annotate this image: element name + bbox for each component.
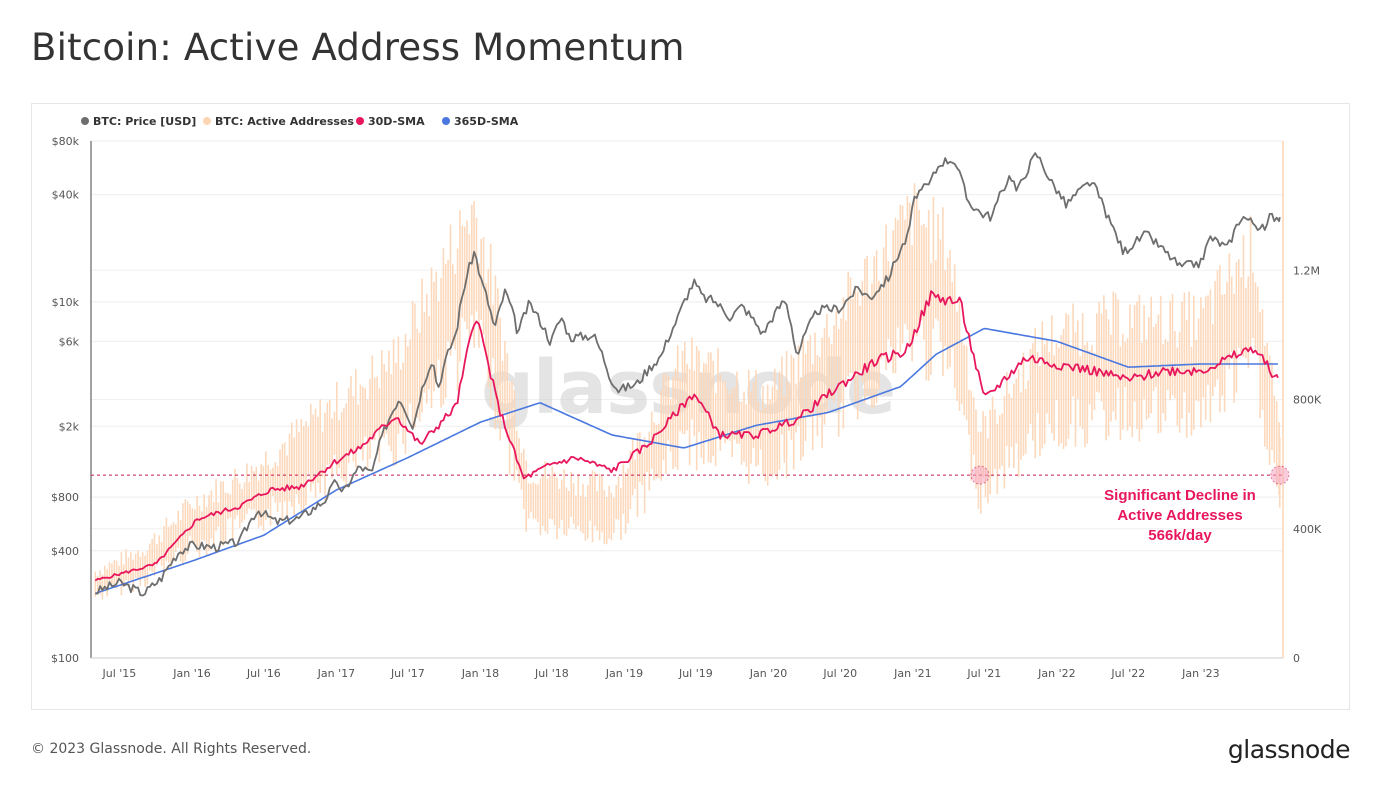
page-title: Bitcoin: Active Address Momentum <box>31 26 685 69</box>
annotation-line: Significant Decline in <box>1104 487 1256 504</box>
annotation-line: Active Addresses <box>1117 507 1242 524</box>
x-tick-label: Jan '16 <box>172 667 210 680</box>
x-tick-label: Jan '22 <box>1037 667 1075 680</box>
legend-item: 30D-SMA <box>368 115 425 128</box>
series-30d-sma <box>94 290 1279 582</box>
x-tick-label: Jan '18 <box>461 667 499 680</box>
y-right-tick-label: 1.2M <box>1293 264 1320 277</box>
copyright-footer: © 2023 Glassnode. All Rights Reserved. <box>31 741 312 757</box>
y-right-tick-label: 0 <box>1293 652 1300 665</box>
x-tick-label: Jan '23 <box>1181 667 1219 680</box>
x-tick-label: Jul '16 <box>246 667 281 680</box>
x-tick-label: Jul '22 <box>1110 667 1145 680</box>
y-left-tick-label: $800 <box>51 491 79 504</box>
legend-marker <box>442 117 450 125</box>
legend-item: 365D-SMA <box>454 115 519 128</box>
series-btc-price <box>95 152 1281 597</box>
y-left-tick-label: $2k <box>59 420 80 433</box>
x-tick-label: Jan '20 <box>749 667 787 680</box>
y-left-tick-label: $6k <box>59 335 80 348</box>
x-tick-label: Jul '20 <box>822 667 857 680</box>
glassnode-logo: glassnode <box>1227 735 1351 764</box>
chart-frame <box>31 103 1350 710</box>
x-tick-label: Jul '19 <box>678 667 713 680</box>
x-tick-label: Jan '17 <box>317 667 355 680</box>
x-tick-label: Jul '18 <box>534 667 569 680</box>
x-tick-label: Jul '21 <box>966 667 1001 680</box>
x-tick-label: Jan '19 <box>605 667 643 680</box>
series-365d-sma <box>95 327 1278 595</box>
threshold-marker <box>1270 465 1290 485</box>
y-right-tick-label: 400K <box>1293 523 1322 536</box>
y-left-tick-label: $40k <box>52 189 80 202</box>
y-left-tick-label: $400 <box>51 545 79 558</box>
legend-item: BTC: Active Addresses <box>215 115 354 128</box>
series-active-addresses <box>94 183 1281 600</box>
threshold-marker <box>970 465 990 485</box>
legend-marker <box>81 117 89 125</box>
x-tick-label: Jul '15 <box>102 667 137 680</box>
y-left-tick-label: $80k <box>52 135 80 148</box>
x-tick-label: Jan '21 <box>893 667 931 680</box>
legend-item: BTC: Price [USD] <box>93 115 196 128</box>
x-tick-label: Jul '17 <box>390 667 425 680</box>
y-left-tick-label: $100 <box>51 652 79 665</box>
annotation-line: 566k/day <box>1148 527 1212 544</box>
legend-marker <box>356 117 364 125</box>
legend-marker <box>203 117 211 125</box>
y-left-tick-label: $10k <box>52 296 80 309</box>
y-right-tick-label: 800K <box>1293 394 1322 407</box>
